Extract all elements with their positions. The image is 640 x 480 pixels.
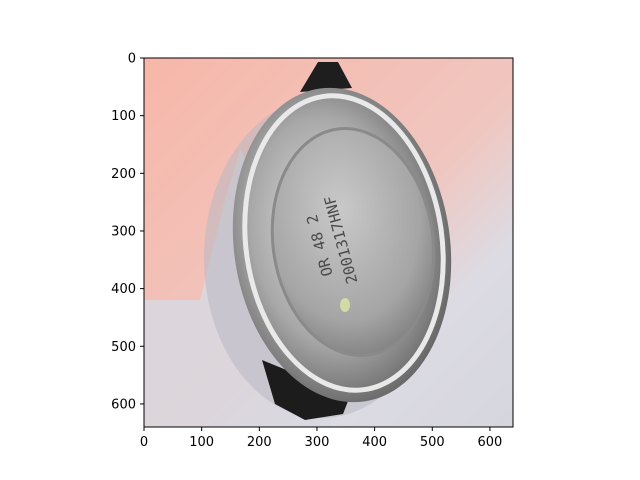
axes-frame	[143, 57, 514, 428]
can-tab-top	[300, 62, 352, 92]
x-tick-label: 100	[189, 435, 214, 450]
y-tick-label: 200	[111, 167, 136, 182]
y-tick-label: 0	[128, 52, 136, 67]
y-tick-label: 400	[111, 282, 136, 297]
y-tick-label: 300	[111, 224, 136, 239]
photo-image: OR 48 2 2001317HNF	[144, 58, 513, 427]
x-tick-label: 500	[420, 435, 445, 450]
y-tick-label: 500	[111, 340, 136, 355]
y-tick-label: 100	[111, 109, 136, 124]
can-inner-base	[270, 127, 436, 357]
x-tick-label: 0	[140, 435, 148, 450]
y-tick-label: 600	[111, 397, 136, 412]
can-blemish	[340, 298, 350, 312]
can-rim-highlight	[242, 93, 446, 393]
x-axis: 0 100 200 300 400 500 600	[140, 427, 502, 450]
x-tick-label: 400	[362, 435, 387, 450]
y-axis: 0 100 200 300 400 500 600	[111, 52, 144, 412]
x-tick-label: 600	[478, 435, 503, 450]
x-tick-label: 300	[305, 435, 330, 450]
x-tick-label: 200	[247, 435, 272, 450]
can-tab-bottom	[262, 360, 350, 420]
